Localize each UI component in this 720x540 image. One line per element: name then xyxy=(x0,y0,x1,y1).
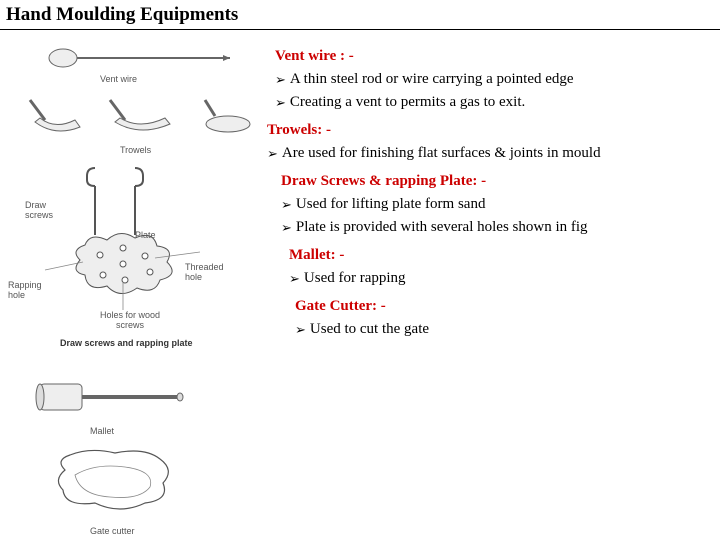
draw-screws-label: Draw screws xyxy=(25,200,65,220)
bullet-text: A thin steel rod or wire carrying a poin… xyxy=(290,71,574,88)
section-heading: Mallet: - xyxy=(289,247,715,264)
bullet-text: Used to cut the gate xyxy=(310,321,429,338)
bullet-item: ➢Used for rapping xyxy=(289,270,715,288)
bullet-text: Are used for finishing flat surfaces & j… xyxy=(282,145,601,162)
illustrations-column: Vent wire Trowels xyxy=(0,30,270,540)
bullet-item: ➢Used for lifting plate form sand xyxy=(281,196,715,214)
draw-plate-caption: Draw screws and rapping plate xyxy=(60,338,200,348)
content-area: Vent wire Trowels xyxy=(0,30,720,540)
bullet-marker-icon: ➢ xyxy=(281,219,292,237)
section-heading: Draw Screws & rapping Plate: - xyxy=(281,173,715,190)
bullet-item: ➢Plate is provided with several holes sh… xyxy=(281,219,715,237)
bullet-text: Used for lifting plate form sand xyxy=(296,196,486,213)
holes-wood-label: Holes for wood screws xyxy=(90,310,170,330)
threaded-hole-label: Threaded hole xyxy=(185,262,235,282)
rapping-hole-label: Rapping hole xyxy=(8,280,53,300)
bullet-marker-icon: ➢ xyxy=(295,321,306,339)
bullet-marker-icon: ➢ xyxy=(275,71,286,89)
bullet-marker-icon: ➢ xyxy=(267,145,278,163)
bullet-marker-icon: ➢ xyxy=(281,196,292,214)
bullet-marker-icon: ➢ xyxy=(289,270,300,288)
vent-wire-label: Vent wire xyxy=(100,74,137,84)
section-heading: Gate Cutter: - xyxy=(295,298,715,315)
trowels-illustration xyxy=(10,92,260,142)
plate-label: Plate xyxy=(135,230,156,240)
vent-wire-illustration xyxy=(45,40,245,76)
bullet-item: ➢Are used for finishing flat surfaces & … xyxy=(267,145,715,163)
bullet-text: Used for rapping xyxy=(304,270,406,287)
bullet-item: ➢Creating a vent to permits a gas to exi… xyxy=(275,94,715,112)
trowels-label: Trowels xyxy=(120,145,151,155)
bullet-item: ➢A thin steel rod or wire carrying a poi… xyxy=(275,71,715,89)
page-title: Hand Moulding Equipments xyxy=(0,0,720,30)
bullet-item: ➢Used to cut the gate xyxy=(295,321,715,339)
text-column: Vent wire : -➢A thin steel rod or wire c… xyxy=(275,38,715,344)
mallet-illustration xyxy=(30,370,200,430)
bullet-text: Creating a vent to permits a gas to exit… xyxy=(290,94,525,111)
section-heading: Vent wire : - xyxy=(275,48,715,65)
section-heading: Trowels: - xyxy=(267,122,715,139)
mallet-label: Mallet xyxy=(90,426,114,436)
gate-cutter-illustration xyxy=(45,445,185,525)
gate-cutter-label: Gate cutter xyxy=(90,526,135,536)
bullet-text: Plate is provided with several holes sho… xyxy=(296,219,588,236)
bullet-marker-icon: ➢ xyxy=(275,94,286,112)
